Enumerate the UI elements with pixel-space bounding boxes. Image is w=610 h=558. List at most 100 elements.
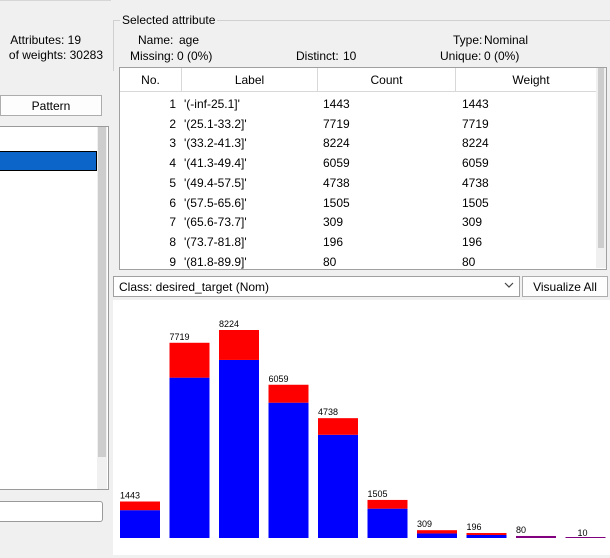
attribute-list[interactable] bbox=[0, 126, 109, 490]
class-select-value: Class: desired_target (Nom) bbox=[119, 280, 269, 294]
cell-weight: 196 bbox=[462, 235, 602, 249]
visualize-all-button[interactable]: Visualize All bbox=[522, 276, 608, 297]
name-value: age bbox=[179, 33, 199, 47]
cell-label: '(65.6-73.7]' bbox=[184, 215, 314, 229]
attribute-list-scroll-thumb[interactable] bbox=[98, 127, 106, 457]
cell-label: '(81.8-89.9]' bbox=[184, 255, 314, 269]
table-scroll-thumb[interactable] bbox=[598, 68, 604, 248]
chevron-down-icon[interactable] bbox=[503, 279, 517, 293]
selected-attribute-title: Selected attribute bbox=[120, 13, 217, 27]
histogram-bar-class-b bbox=[368, 500, 408, 509]
cell-label: '(25.1-33.2]' bbox=[184, 117, 314, 131]
attribute-list-scrollbar[interactable] bbox=[97, 127, 107, 489]
cell-weight: 8224 bbox=[462, 136, 602, 150]
type-value: Nominal bbox=[484, 33, 528, 47]
table-row[interactable]: 1 '(-inf-25.1]' 1443 1443 bbox=[120, 94, 606, 114]
cell-label: '(73.7-81.8]' bbox=[184, 235, 314, 249]
cell-count: 1443 bbox=[323, 97, 453, 111]
histogram-bar-label: 8224 bbox=[219, 319, 239, 329]
sum-of-weights: of weights: 30283 bbox=[9, 48, 103, 62]
name-label: Name: bbox=[138, 33, 173, 47]
table-row[interactable]: 7 '(65.6-73.7]' 309 309 bbox=[120, 212, 606, 232]
selected-attribute-row[interactable] bbox=[0, 151, 97, 171]
label-count-table[interactable]: No. Label Count Weight 1 '(-inf-25.1]' 144… bbox=[119, 67, 607, 270]
left-pane: Attributes: 19 of weights: 30283 Pattern bbox=[0, 0, 111, 555]
cell-no: 7 bbox=[120, 215, 176, 229]
histogram-bar-baseline bbox=[516, 536, 556, 538]
histogram-bar-class-a bbox=[417, 533, 457, 538]
histogram-bar-class-a bbox=[318, 435, 358, 538]
cell-weight: 7719 bbox=[462, 117, 602, 131]
column-header-count[interactable]: Count bbox=[318, 68, 456, 92]
cell-weight: 4738 bbox=[462, 176, 602, 190]
histogram-bar-class-b bbox=[417, 530, 457, 533]
left-top-divider bbox=[0, 0, 111, 1]
cell-count: 309 bbox=[323, 215, 453, 229]
histogram-bar-class-b bbox=[219, 330, 259, 360]
cell-weight: 80 bbox=[462, 255, 602, 269]
cell-label: '(57.5-65.6]' bbox=[184, 196, 314, 210]
histogram-bar-class-a bbox=[467, 535, 507, 538]
histogram-bar-class-a bbox=[269, 403, 309, 538]
histogram-bar-label: 6059 bbox=[269, 374, 289, 384]
histogram-bar-class-b bbox=[467, 533, 507, 535]
histogram-bar-label: 1505 bbox=[368, 489, 388, 499]
histogram-bar-class-b bbox=[120, 502, 160, 511]
histogram-bar-label: 80 bbox=[516, 525, 526, 535]
cell-count: 80 bbox=[323, 255, 453, 269]
histogram-bar-class-a bbox=[368, 509, 408, 538]
cell-count: 7719 bbox=[323, 117, 453, 131]
cell-no: 5 bbox=[120, 176, 176, 190]
cell-no: 6 bbox=[120, 196, 176, 210]
table-row[interactable]: 8 '(73.7-81.8]' 196 196 bbox=[120, 232, 606, 252]
class-select[interactable]: Class: desired_target (Nom) bbox=[113, 276, 520, 297]
column-header-weight[interactable]: Weight bbox=[456, 68, 606, 92]
distinct-label: Distinct: bbox=[296, 49, 339, 63]
cell-no: 2 bbox=[120, 117, 176, 131]
cell-no: 1 bbox=[120, 97, 176, 111]
missing-label: Missing: bbox=[130, 49, 174, 63]
attributes-count: Attributes: 19 bbox=[10, 33, 81, 47]
histogram-bar-class-b bbox=[318, 418, 358, 435]
cell-count: 1505 bbox=[323, 196, 453, 210]
cell-weight: 309 bbox=[462, 215, 602, 229]
cell-count: 196 bbox=[323, 235, 453, 249]
unique-value: 0 (0%) bbox=[484, 49, 519, 63]
histogram-bar-label: 10 bbox=[578, 528, 588, 538]
cell-label: '(49.4-57.5]' bbox=[184, 176, 314, 190]
table-row[interactable]: 3 '(33.2-41.3]' 8224 8224 bbox=[120, 133, 606, 153]
cell-no: 4 bbox=[120, 156, 176, 170]
cell-weight: 1443 bbox=[462, 97, 602, 111]
cell-count: 6059 bbox=[323, 156, 453, 170]
missing-value: 0 (0%) bbox=[177, 49, 212, 63]
cell-no: 9 bbox=[120, 255, 176, 269]
histogram-bar-label: 309 bbox=[417, 519, 432, 529]
histogram-bar-class-a bbox=[219, 360, 259, 538]
histogram-bar-class-a bbox=[120, 510, 160, 538]
histogram-bar-class-a bbox=[170, 378, 210, 538]
histogram-bar-label: 1443 bbox=[120, 491, 140, 501]
cell-label: '(33.2-41.3]' bbox=[184, 136, 314, 150]
histogram-bar-class-b bbox=[170, 343, 210, 378]
distinct-value: 10 bbox=[343, 49, 356, 63]
column-header-no[interactable]: No. bbox=[120, 68, 182, 92]
cell-count: 4738 bbox=[323, 176, 453, 190]
unique-label: Unique: bbox=[440, 49, 481, 63]
table-row[interactable]: 9 '(81.8-89.9]' 80 80 bbox=[120, 252, 606, 270]
cell-count: 8224 bbox=[323, 136, 453, 150]
cell-label: '(-inf-25.1]' bbox=[184, 97, 314, 111]
histogram-bar-label: 196 bbox=[467, 522, 482, 532]
histogram-bar-class-b bbox=[269, 385, 309, 403]
column-header-label[interactable]: Label bbox=[182, 68, 318, 92]
cell-label: '(41.3-49.4]' bbox=[184, 156, 314, 170]
pattern-input[interactable] bbox=[0, 501, 103, 522]
cell-no: 3 bbox=[120, 136, 176, 150]
cell-no: 8 bbox=[120, 235, 176, 249]
table-row[interactable]: 2 '(25.1-33.2]' 7719 7719 bbox=[120, 114, 606, 134]
pattern-button[interactable]: Pattern bbox=[0, 95, 102, 116]
table-row[interactable]: 5 '(49.4-57.5]' 4738 4738 bbox=[120, 173, 606, 193]
